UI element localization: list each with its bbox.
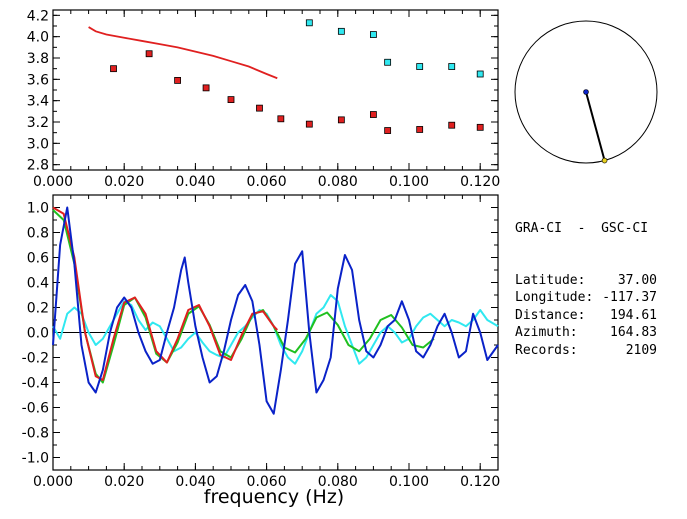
x-tick-label: 0.000 bbox=[33, 474, 73, 490]
y-tick-label: 3.6 bbox=[27, 72, 49, 88]
blue-series-line bbox=[52, 206, 499, 415]
y-tick-label: 3.0 bbox=[27, 136, 49, 152]
velocity-marker bbox=[202, 84, 210, 92]
azimuth-compass bbox=[514, 20, 658, 164]
y-tick-label: 4.0 bbox=[27, 30, 49, 46]
y-tick-label: 2.8 bbox=[27, 158, 49, 174]
x-tick-label: 0.120 bbox=[460, 474, 500, 490]
y-tick-label: 0.8 bbox=[27, 226, 49, 242]
station-info-panel: GRA-CI - GSC-CI Latitude: 37.00 Longitude:… bbox=[515, 185, 657, 376]
velocity-marker bbox=[369, 31, 377, 38]
info-row: Azimuth: 164.83 bbox=[515, 324, 657, 341]
info-rows: Latitude: 37.00 Longitude: -117.37 Distance:… bbox=[515, 272, 657, 359]
x-tick-label: 0.080 bbox=[318, 174, 358, 190]
velocity-marker bbox=[416, 63, 424, 70]
station-pair-label: GRA-CI - GSC-CI bbox=[515, 220, 649, 236]
velocity-marker bbox=[174, 77, 182, 84]
y-tick-label: 3.8 bbox=[27, 51, 49, 67]
origin-station-marker bbox=[583, 89, 589, 95]
velocity-marker bbox=[337, 116, 345, 124]
velocity-marker bbox=[337, 27, 345, 35]
velocity-marker bbox=[416, 126, 424, 133]
x-tick-label: 0.020 bbox=[104, 174, 144, 190]
x-axis-label: frequency (Hz) bbox=[204, 486, 344, 508]
info-row: Records: 2109 bbox=[515, 342, 657, 359]
info-value: 164.83 bbox=[610, 325, 657, 341]
green-series-line bbox=[52, 209, 435, 384]
y-tick-label: 3.2 bbox=[27, 115, 49, 131]
y-tick-label: 0.2 bbox=[27, 301, 49, 317]
y-tick-label: -0.8 bbox=[22, 426, 49, 442]
y-tick-label: 1.0 bbox=[27, 201, 49, 217]
info-key: Records: bbox=[515, 342, 578, 358]
info-key: Azimuth: bbox=[515, 325, 578, 341]
coherency-plot: 0.000 0.020 0.040 0.060 0.080 0.100 0.120 1.0 0.… bbox=[22, 194, 500, 490]
info-row: Longitude: -117.37 bbox=[515, 289, 657, 306]
velocity-marker bbox=[448, 121, 456, 129]
velocity-marker bbox=[305, 120, 313, 128]
info-value: 2109 bbox=[625, 342, 657, 358]
velocity-marker bbox=[476, 123, 484, 131]
plot-frame bbox=[52, 9, 499, 171]
velocity-marker bbox=[384, 127, 392, 134]
y-tick-label: -0.6 bbox=[22, 401, 49, 417]
x-tick-label: 0.120 bbox=[460, 174, 500, 190]
info-value: 194.61 bbox=[610, 307, 657, 323]
info-row: Latitude: 37.00 bbox=[515, 272, 657, 289]
y-tick-label: -0.4 bbox=[22, 376, 49, 392]
velocity-marker bbox=[305, 19, 313, 27]
y-tick-label: 0.6 bbox=[27, 251, 49, 267]
info-key: Distance: bbox=[515, 307, 586, 323]
x-tick-label: 0.060 bbox=[247, 174, 287, 190]
velocity-marker bbox=[227, 96, 235, 103]
info-row: Distance: 194.61 bbox=[515, 307, 657, 324]
x-tick-label: 0.100 bbox=[389, 474, 429, 490]
y-tick-label: -0.2 bbox=[22, 351, 49, 367]
target-station-marker bbox=[601, 157, 608, 164]
velocity-marker bbox=[145, 50, 153, 58]
velocity-marker bbox=[369, 111, 377, 118]
info-value: 37.00 bbox=[617, 273, 657, 289]
velocity-marker bbox=[384, 58, 392, 66]
y-tick-label: 4.2 bbox=[27, 8, 49, 24]
x-tick-label: 0.040 bbox=[175, 474, 215, 490]
x-tick-label: 0.040 bbox=[175, 174, 215, 190]
red-series-line bbox=[52, 206, 279, 381]
y-tick-label: 0.0 bbox=[27, 326, 49, 342]
y-tick-label: -1.0 bbox=[22, 451, 49, 467]
info-value: -117.37 bbox=[602, 290, 657, 306]
x-tick-label: 0.080 bbox=[318, 474, 358, 490]
y-tick-label: 3.4 bbox=[27, 94, 49, 110]
velocity-curve bbox=[88, 26, 278, 80]
x-tick-label: 0.020 bbox=[104, 474, 144, 490]
x-tick-label: 0.060 bbox=[247, 474, 287, 490]
velocity-marker bbox=[448, 63, 456, 70]
info-key: Latitude: bbox=[515, 273, 586, 289]
y-tick-label: 0.4 bbox=[27, 276, 49, 292]
velocity-marker bbox=[256, 104, 263, 112]
phase-velocity-plot: 0.000 0.020 0.040 0.060 0.080 0.100 0.120 2.8 3.… bbox=[27, 8, 501, 190]
azimuth-line bbox=[585, 91, 606, 161]
x-tick-label: 0.000 bbox=[33, 174, 73, 190]
compass-circle bbox=[514, 20, 658, 164]
velocity-marker bbox=[110, 65, 117, 73]
velocity-marker bbox=[476, 70, 484, 78]
info-key: Longitude: bbox=[515, 290, 594, 306]
velocity-marker bbox=[277, 115, 285, 123]
x-tick-label: 0.100 bbox=[389, 174, 429, 190]
